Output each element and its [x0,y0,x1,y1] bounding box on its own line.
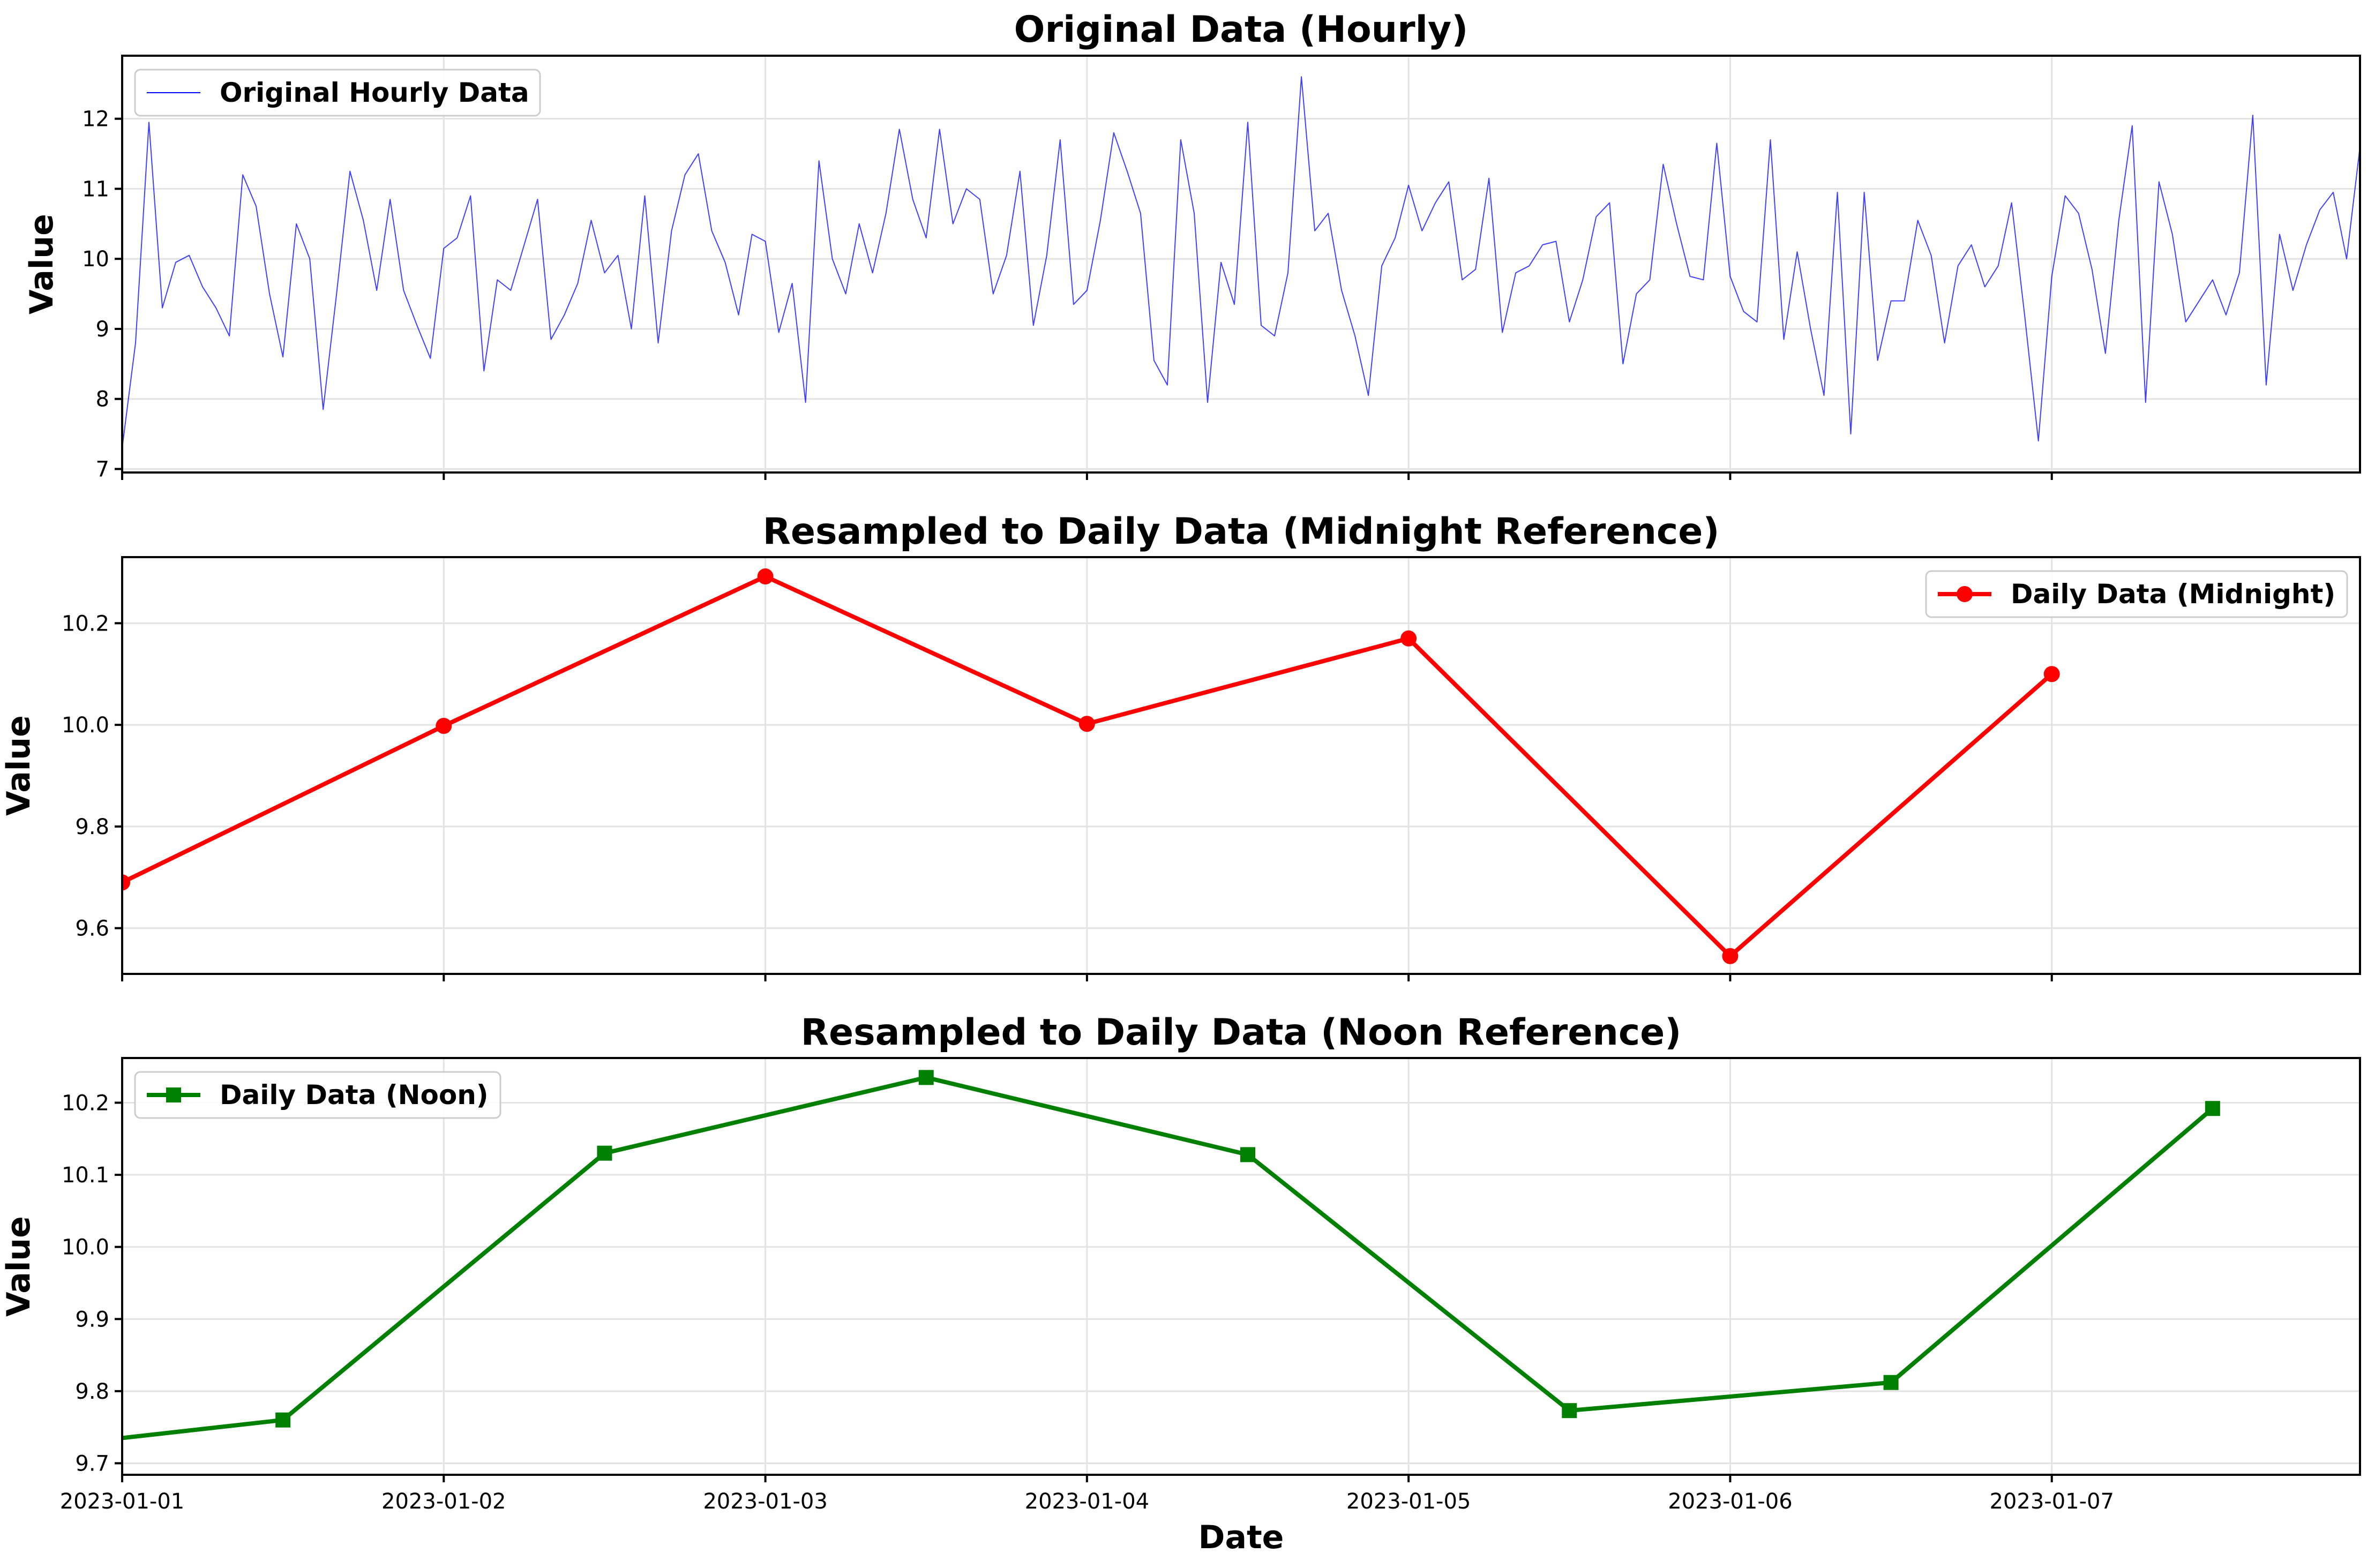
x-tick-label: 2023-01-05 [1346,1489,1471,1514]
axes-frame [121,55,2361,474]
data-point [1883,1375,1899,1390]
legend-label: Daily Data (Noon) [220,1079,489,1111]
data-point [1078,716,1095,732]
y-tick-label: 10.1 [62,1163,109,1188]
data-point [2205,1101,2220,1116]
chart-panel-3: 9.7 9.8 9.9 10.0 10.1 10.2 2023-01-01 2023-01-0… [0,1011,2361,1556]
chart-title: Resampled to Daily Data (Midnight Refere… [763,511,1720,553]
y-tick-label: 11 [82,177,109,201]
y-tick-label: 12 [82,107,109,132]
legend-label: Daily Data (Midnight) [2011,579,2335,610]
y-axis-label: Value [0,1216,38,1317]
data-point [757,568,774,585]
legend-marker [1957,586,1973,602]
data-point [597,1145,612,1161]
series-line [122,76,2360,448]
data-point [918,1070,934,1085]
legend: Daily Data (Noon) [134,1071,501,1119]
data-point [275,1412,291,1428]
legend: Original Hourly Data [134,69,541,117]
y-tick-label: 9.7 [75,1451,109,1476]
series-1 [122,76,2360,448]
data-point [1562,1403,1577,1419]
y-tick-label: 9.8 [75,1379,109,1404]
legend-box [134,69,541,117]
legend-box [1925,570,2348,618]
axes-frame [121,556,2361,975]
y-tick-label: 10.0 [62,713,109,738]
x-tick-label: 2023-01-03 [703,1489,827,1514]
axes-frame [121,1057,2361,1476]
chart-panel-1: 7 8 9 10 11 12 Original Data (Hourly) Value Orig… [23,9,2361,482]
legend-box [134,1071,501,1119]
x-tick-label: 2023-01-07 [1989,1489,2114,1514]
data-point [1400,630,1417,647]
data-point [436,717,452,734]
x-tick-label: 2023-01-01 [60,1489,184,1514]
series-line [122,1075,2214,1441]
legend: Daily Data (Midnight) [1925,570,2348,618]
y-tick-label: 10 [82,247,109,272]
y-tick-label: 9.9 [75,1307,109,1332]
x-tick-label: 2023-01-02 [381,1489,506,1514]
x-tick-label: 2023-01-04 [1025,1489,1149,1514]
data-point [2043,666,2060,682]
y-tick-label: 10.2 [62,1091,109,1115]
legend-marker [166,1087,181,1102]
data-point [1722,948,1739,964]
x-axis-label: Date [1198,1519,1284,1556]
data-point [122,874,130,891]
y-tick-label: 8 [96,387,109,412]
legend-label: Original Hourly Data [220,77,529,108]
y-tick-label: 10.0 [62,1235,109,1260]
data-point [1240,1147,1256,1162]
y-tick-label: 9 [96,317,109,342]
series-1 [122,1070,2220,1441]
y-axis-label: Value [23,214,61,314]
x-tick-label: 2023-01-06 [1668,1489,1792,1514]
y-tick-label: 7 [96,457,109,482]
chart-title: Original Data (Hourly) [1014,9,1469,51]
y-tick-label: 9.6 [75,917,109,941]
chart-title: Resampled to Daily Data (Noon Reference) [801,1011,1682,1054]
y-axis-label: Value [0,715,38,816]
y-tick-label: 9.8 [75,815,109,839]
y-tick-label: 10.2 [62,611,109,636]
series-1 [122,568,2060,964]
chart-panel-2: 9.6 9.8 10.0 10.2 Resampled to Daily Data (M… [0,511,2361,981]
